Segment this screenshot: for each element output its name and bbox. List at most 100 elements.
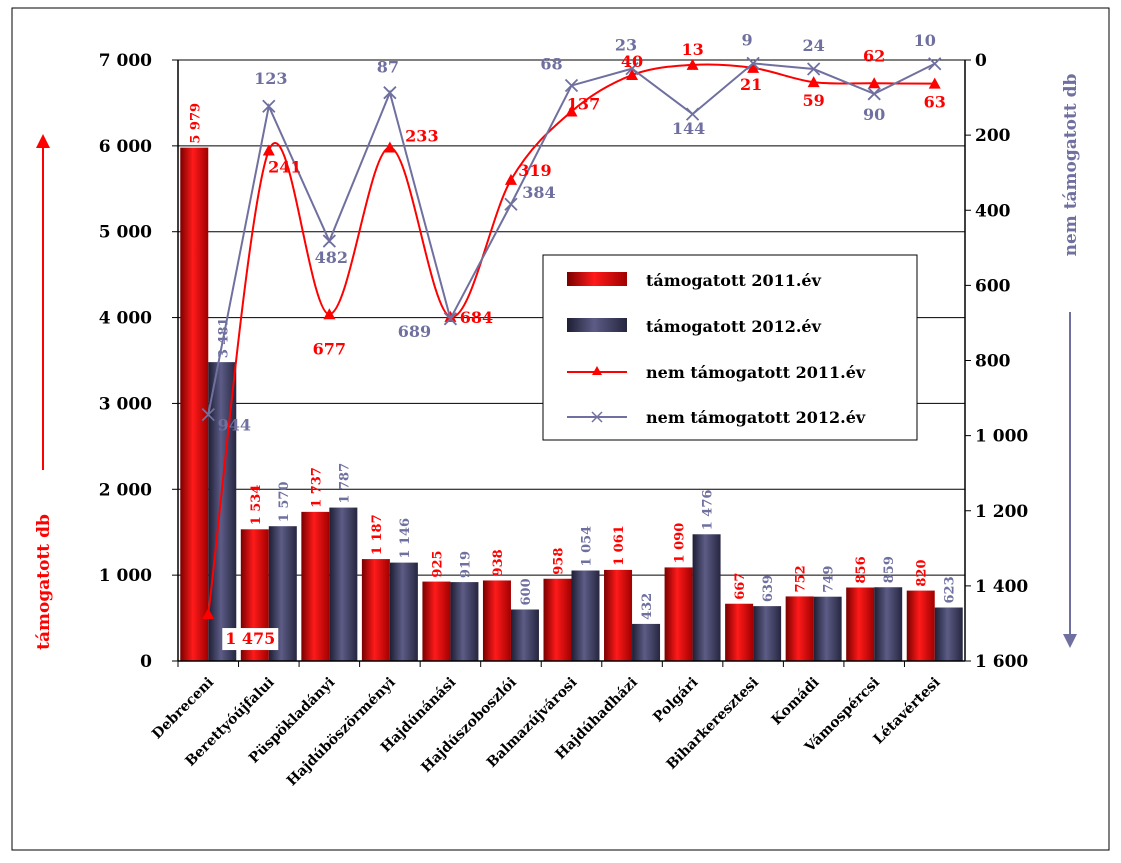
right-axis-arrow-icon — [1063, 634, 1077, 648]
legend: támogatott 2011.év támogatott 2012.év ne… — [542, 254, 918, 441]
legend-label-nem-2012: nem támogatott 2012.év — [646, 408, 866, 427]
right-tick-label: 400 — [975, 201, 1011, 221]
left-tick-label: 0 — [140, 652, 152, 672]
point-nem-2011 — [626, 69, 639, 81]
point-nem-2012 — [201, 407, 215, 422]
line-label-nem-2012: 144 — [672, 119, 705, 138]
right-axis-title: nem támogatott db — [1061, 74, 1081, 257]
point-nem-2011 — [202, 608, 215, 620]
left-tick-label: 7 000 — [99, 51, 152, 71]
line-label-nem-2011: 137 — [567, 94, 600, 113]
bar-label-2011: 1 090 — [673, 523, 688, 564]
bar-2011 — [906, 590, 935, 661]
bar-label-2012: 639 — [761, 575, 776, 602]
legend-label-nem-2011: nem támogatott 2011.év — [646, 363, 866, 382]
point-nem-2012 — [928, 57, 942, 71]
point-nem-2012 — [625, 62, 639, 76]
bar-2012 — [571, 570, 600, 661]
point-nem-2012 — [807, 62, 821, 76]
line-label-nem-2011: 684 — [460, 308, 493, 327]
line-label-nem-2012: 384 — [522, 183, 555, 202]
right-tick-label: 800 — [975, 352, 1011, 372]
bar-label-2011: 925 — [430, 550, 445, 577]
point-nem-2012 — [262, 99, 276, 113]
bar-label-2011: 752 — [794, 565, 809, 592]
bar-label-2012: 1 054 — [580, 526, 595, 567]
right-tick-label: 0 — [975, 51, 987, 71]
bar-2011 — [482, 580, 511, 661]
point-nem-2011 — [323, 308, 336, 320]
line-label-nem-2011: 241 — [268, 158, 301, 177]
bars — [180, 147, 963, 661]
left-tick-label: 1 000 — [99, 566, 152, 586]
line-label-nem-2012: 944 — [218, 416, 251, 435]
line-label-nem-2011: 319 — [518, 161, 551, 180]
bar-label-2011: 1 187 — [370, 514, 385, 555]
left-axis-arrow-icon — [36, 134, 50, 148]
point-nem-2012 — [564, 78, 579, 93]
bar-label-2011: 1 061 — [612, 525, 627, 566]
line-label-nem-2011: 59 — [803, 91, 825, 110]
line-series — [201, 56, 942, 620]
bar-2012 — [632, 623, 661, 661]
bar-2011 — [543, 578, 572, 661]
point-nem-2012 — [685, 107, 700, 121]
point-nem-2012 — [504, 197, 518, 211]
bar-label-2012: 1 787 — [337, 463, 352, 504]
bar-label-2012: 3 481 — [216, 317, 231, 358]
left-tick-label: 2 000 — [99, 480, 152, 500]
bar-2012 — [450, 582, 479, 661]
line-label-nem-2011: 21 — [740, 75, 762, 94]
bar-2011 — [422, 581, 451, 661]
bar-2011 — [664, 567, 693, 661]
left-tick-label: 5 000 — [99, 223, 152, 243]
left-tick-label: 6 000 — [99, 137, 152, 157]
bar-2012 — [813, 596, 842, 661]
bar-label-2012: 623 — [943, 576, 958, 603]
right-tick-label: 1 200 — [975, 502, 1028, 522]
legend-swatch-2011 — [567, 272, 627, 286]
point-nem-2011 — [565, 105, 578, 117]
bar-2012 — [329, 507, 358, 661]
line-label-nem-2012: 23 — [615, 36, 637, 55]
bar-2012 — [389, 562, 418, 661]
right-tick-label: 1 600 — [975, 652, 1028, 672]
left-tick-label: 3 000 — [99, 394, 152, 414]
bar-2011 — [846, 587, 875, 661]
line-label-nem-2012: 482 — [315, 248, 348, 267]
point-nem-2011 — [383, 141, 396, 153]
line-nem-2011 — [207, 63, 935, 615]
point-nem-2011 — [807, 76, 820, 88]
point-nem-2012 — [746, 56, 760, 71]
bar-label-2011: 1 737 — [309, 467, 324, 508]
bar-label-2012: 1 570 — [277, 481, 292, 522]
bar-label-2011: 667 — [733, 573, 748, 600]
bar-label-2012: 1 146 — [398, 518, 413, 559]
line-label-nem-2011: 40 — [621, 52, 643, 71]
point-nem-2011 — [686, 58, 699, 70]
bar-2011 — [180, 147, 209, 661]
bar-label-2012: 859 — [882, 556, 897, 583]
bar-label-2011: 958 — [552, 548, 567, 575]
legend-swatch-2012 — [567, 318, 627, 332]
line-label-nem-2012: 9 — [742, 30, 753, 49]
bar-2012 — [692, 534, 721, 661]
bar-label-2012: 749 — [822, 566, 837, 593]
point-nem-2012 — [383, 86, 397, 100]
right-tick-label: 600 — [975, 276, 1011, 296]
point-nem-2011 — [868, 77, 881, 89]
left-tick-label: 4 000 — [99, 309, 152, 329]
line-label-nem-2012: 689 — [398, 322, 431, 341]
left-axis-title: támogatott db — [34, 514, 54, 650]
legend-label-2011: támogatott 2011.év — [646, 271, 822, 290]
bar-label-2011: 820 — [915, 559, 930, 586]
line-label-nem-2012: 123 — [254, 69, 287, 88]
bar-2012 — [753, 606, 782, 661]
line-label-nem-2011: 233 — [405, 127, 438, 146]
line-label-nem-2011: 13 — [681, 40, 703, 59]
bar-2011 — [361, 559, 390, 661]
legend-label-2012: támogatott 2012.év — [646, 317, 822, 336]
point-nem-2011 — [262, 144, 275, 156]
legend-marker-triangle — [592, 366, 602, 375]
